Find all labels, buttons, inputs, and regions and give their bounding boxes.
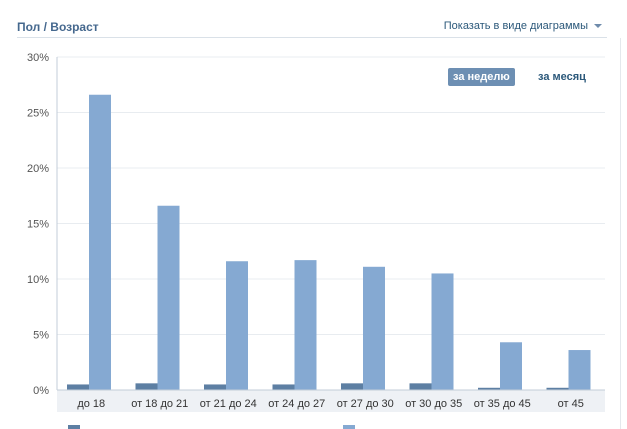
legend-swatch-series-1: [68, 425, 80, 429]
page-title: Пол / Возраст: [17, 20, 99, 34]
bar-series-1: [204, 384, 226, 390]
y-tick-label: 20%: [27, 163, 49, 175]
x-tick-label: от 30 до 35: [405, 398, 462, 410]
chevron-down-icon: [594, 24, 602, 28]
bar-series-2: [568, 350, 591, 390]
bar-series-1: [341, 383, 363, 390]
x-tick-label: от 24 до 27: [268, 398, 325, 410]
bar-series-2: [89, 94, 111, 391]
x-tick-label: от 35 до 45: [474, 398, 531, 410]
bar-series-1: [272, 384, 295, 390]
y-tick-label: 15%: [27, 219, 49, 231]
period-tab-week[interactable]: за неделю: [448, 68, 515, 86]
bar-series-2: [431, 273, 454, 390]
panel-edge: [620, 38, 621, 429]
bar-series-2: [157, 205, 180, 390]
x-tick-label: от 45: [558, 398, 584, 410]
bar-series-1: [546, 387, 569, 390]
bar-series-2: [294, 260, 317, 390]
period-tab-month[interactable]: за месяц: [538, 71, 586, 83]
x-tick-label: до 18: [77, 398, 105, 410]
bar-series-1: [409, 383, 432, 390]
bar-series-1: [135, 383, 158, 390]
view-toggle-label: Показать в виде диаграммы: [443, 20, 588, 32]
legend-swatch-series-2: [343, 425, 355, 429]
bar-series-1: [478, 387, 500, 390]
x-axis-band: [57, 390, 605, 412]
header-divider: [17, 37, 607, 38]
y-tick-label: 0%: [33, 385, 49, 397]
bar-series-2: [226, 261, 248, 390]
x-tick-label: от 21 до 24: [200, 398, 257, 410]
y-tick-label: 30%: [27, 52, 49, 64]
x-tick-label: от 18 до 21: [131, 398, 188, 410]
x-tick-label: от 27 до 30: [337, 398, 394, 410]
bar-series-2: [500, 342, 522, 390]
bar-series-2: [363, 266, 385, 390]
y-tick-label: 10%: [27, 274, 49, 286]
view-as-diagram-link[interactable]: Показать в виде диаграммы: [444, 20, 602, 32]
y-tick-label: 25%: [27, 108, 49, 120]
y-tick-label: 5%: [33, 330, 49, 342]
bar-series-1: [67, 384, 89, 390]
